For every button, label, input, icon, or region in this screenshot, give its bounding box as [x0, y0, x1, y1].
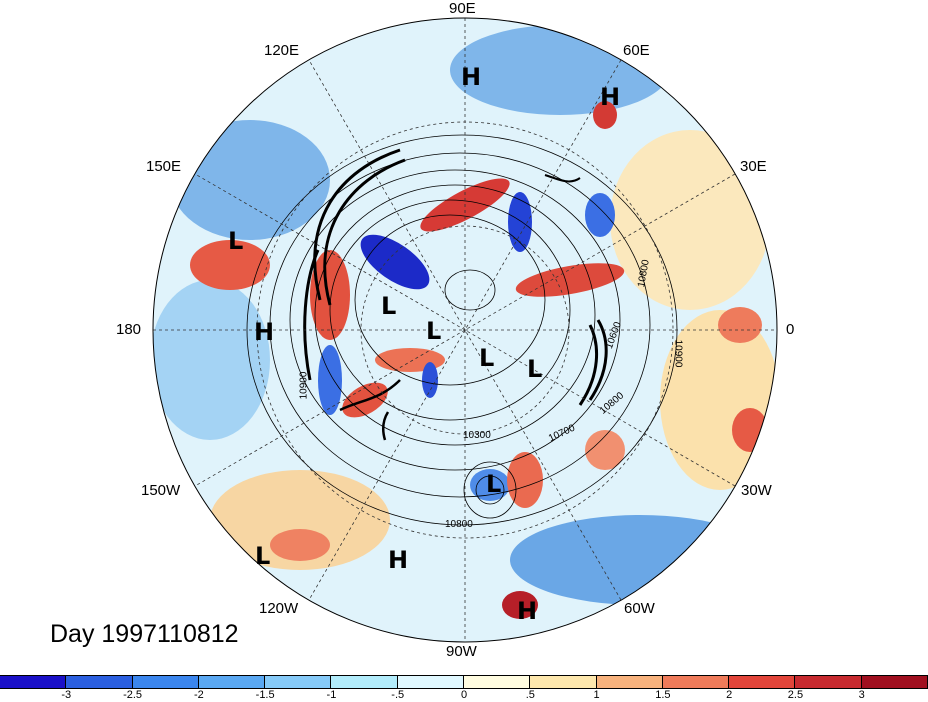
- colorbar-tick-label: -3: [61, 689, 72, 701]
- colorbar-swatch: [596, 676, 663, 688]
- lon-label-30e: 30E: [740, 158, 767, 175]
- high-pressure-mark: H: [254, 318, 275, 346]
- colorbar-swatch: [132, 676, 199, 688]
- graticule: [153, 18, 777, 642]
- lon-label-60w: 60W: [624, 600, 655, 617]
- colorbar-tick-label: 1: [593, 689, 600, 701]
- low-pressure-mark: L: [486, 470, 502, 498]
- lon-label-120w: 120W: [259, 600, 299, 617]
- contour-label: 10800: [445, 519, 473, 530]
- colorbar-swatch: [463, 676, 531, 688]
- low-pressure-mark: L: [255, 542, 271, 570]
- date-label: Day 1997110812: [50, 620, 239, 648]
- colorbar-tick-label: 1.5: [655, 689, 671, 701]
- colorbar-swatch: [795, 676, 862, 688]
- colorbar-tick-label: -1.5: [255, 689, 275, 701]
- contour-label: 10900: [672, 339, 684, 368]
- lon-label-0: 0: [786, 321, 795, 338]
- low-pressure-mark: L: [527, 355, 543, 383]
- lon-label-180: 180: [116, 321, 142, 338]
- colorbar-swatch: [397, 676, 464, 688]
- high-pressure-mark: H: [388, 546, 409, 574]
- colorbar-swatch: [861, 676, 928, 688]
- colorbar-swatch: [265, 676, 332, 688]
- colorbar-swatch: [198, 676, 266, 688]
- colorbar-tick-label: .5: [525, 689, 535, 701]
- colorbar-tick-label: 3: [858, 689, 865, 701]
- lon-label-150w: 150W: [141, 482, 181, 499]
- colorbar-swatch: [331, 676, 398, 688]
- colorbar-tick-label: -2.5: [123, 689, 143, 701]
- lon-label-150e: 150E: [146, 158, 182, 175]
- colorbar-swatch: [662, 676, 730, 688]
- colorbar-tick-label: 2.5: [787, 689, 804, 701]
- map-boundary: [152, 17, 778, 643]
- low-pressure-mark: L: [426, 317, 442, 345]
- lon-label-30w: 30W: [741, 482, 772, 499]
- colorbar-swatch: [0, 676, 67, 688]
- low-pressure-mark: L: [479, 344, 495, 372]
- geopotential-contours: [246, 134, 678, 526]
- contour-label: 10300: [463, 430, 491, 441]
- colorbar-swatch: [729, 676, 796, 688]
- colorbar: [0, 675, 928, 689]
- colorbar-tick-label: 2: [726, 689, 733, 701]
- colorbar-swatch: [66, 676, 133, 688]
- low-pressure-mark: L: [228, 227, 244, 255]
- colorbar-swatch: [530, 676, 597, 688]
- lon-label-60e: 60E: [623, 42, 650, 59]
- contour-label: 10900: [298, 371, 310, 400]
- high-pressure-mark: H: [461, 63, 482, 91]
- colorbar-tick-label: -.5: [391, 689, 405, 701]
- colorbar-tick-label: -1: [326, 689, 337, 701]
- colorbar-tick-label: -2: [193, 689, 204, 701]
- low-pressure-mark: L: [381, 292, 397, 320]
- lon-label-90w: 90W: [446, 643, 477, 660]
- high-pressure-mark: H: [600, 83, 621, 111]
- high-pressure-mark: H: [517, 597, 538, 625]
- lon-label-90e: 90E: [449, 0, 476, 17]
- colorbar-tick-label: 0: [460, 689, 468, 701]
- lon-label-120e: 120E: [264, 42, 300, 59]
